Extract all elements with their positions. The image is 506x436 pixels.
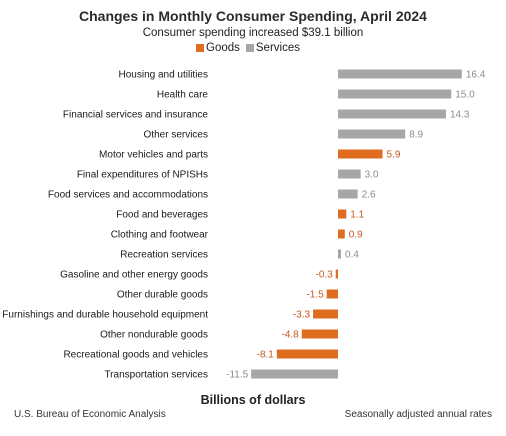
bar	[338, 249, 342, 259]
bar-row: Final expenditures of NPISHs 3.0	[77, 169, 379, 181]
value-label: 15.0	[455, 90, 475, 101]
bar-row: Other durable goods -1.5	[117, 289, 338, 301]
value-label: -11.5	[226, 370, 248, 381]
bar-row: Housing and utilities 16.4	[119, 69, 486, 81]
bar-row: Furnishings and durable household equipm…	[2, 309, 338, 321]
legend-label-services: Services	[255, 42, 300, 54]
category-label: Transportation services	[104, 370, 208, 381]
category-label: Food services and accommodations	[48, 190, 208, 201]
value-label: 16.4	[466, 70, 486, 81]
legend-item-goods: Goods	[196, 42, 240, 54]
category-label: Motor vehicles and parts	[99, 150, 208, 161]
value-label: 5.9	[387, 150, 401, 161]
bar	[338, 69, 462, 79]
value-label: 0.9	[349, 230, 363, 241]
legend-swatch-services	[245, 44, 254, 52]
category-label: Housing and utilities	[119, 70, 209, 81]
value-label: 8.9	[409, 130, 423, 141]
value-label: 3.0	[365, 170, 379, 181]
chart-subtitle: Consumer spending increased $39.1 billio…	[142, 27, 364, 39]
bar-row: Food services and accommodations 2.6	[48, 189, 376, 201]
legend-item-services: Services	[245, 42, 300, 54]
category-label: Clothing and footwear	[111, 230, 209, 241]
value-label: 1.1	[350, 210, 364, 221]
bar	[338, 109, 446, 119]
value-label: 2.6	[362, 190, 376, 201]
bar-row: Financial services and insurance 14.3	[63, 109, 470, 121]
bar	[338, 149, 383, 159]
category-label: Furnishings and durable household equipm…	[2, 310, 208, 321]
bar-row: Recreational goods and vehicles -8.1	[63, 349, 338, 361]
value-label: 0.4	[345, 250, 359, 261]
bar-row: Gasoline and other energy goods -0.3	[60, 269, 338, 281]
category-label: Food and beverages	[116, 210, 208, 221]
bar-row: Other nondurable goods -4.8	[100, 329, 338, 341]
chart-title: Changes in Monthly Consumer Spending, Ap…	[79, 8, 427, 24]
category-label: Other durable goods	[117, 290, 208, 301]
bar	[326, 289, 338, 299]
category-label: Recreational goods and vehicles	[63, 350, 208, 361]
value-label: -3.3	[293, 310, 311, 321]
category-label: Other nondurable goods	[100, 330, 208, 341]
value-label: -8.1	[257, 350, 275, 361]
bar	[301, 329, 338, 339]
rates-note: Seasonally adjusted annual rates	[344, 409, 492, 420]
legend-label-goods: Goods	[206, 42, 240, 54]
bar	[276, 349, 338, 359]
bar-row: Clothing and footwear 0.9	[111, 229, 363, 241]
chart-legend: Goods Services	[196, 42, 300, 54]
category-label: Recreation services	[120, 250, 208, 261]
bar	[338, 169, 361, 179]
bar	[338, 229, 345, 239]
bar-row: Other services 8.9	[144, 129, 424, 141]
legend-swatch-goods	[196, 44, 204, 52]
value-label: -1.5	[306, 290, 324, 301]
bar	[338, 189, 358, 199]
bar	[338, 129, 406, 139]
value-label: 14.3	[450, 110, 470, 121]
bar	[335, 269, 338, 279]
category-label: Health care	[157, 90, 209, 101]
value-label: -4.8	[282, 330, 300, 341]
x-axis-label: Billions of dollars	[200, 393, 306, 407]
bar-row: Food and beverages 1.1	[116, 209, 365, 221]
bar-row: Recreation services 0.4	[120, 249, 359, 261]
bar	[251, 369, 338, 379]
source-note: U.S. Bureau of Economic Analysis	[14, 409, 166, 420]
bar-row: Health care 15.0	[157, 89, 475, 101]
bar	[313, 309, 338, 319]
category-label: Financial services and insurance	[63, 110, 209, 121]
category-label: Gasoline and other energy goods	[60, 270, 208, 281]
bar-row: Motor vehicles and parts 5.9	[99, 149, 401, 161]
category-label: Final expenditures of NPISHs	[77, 170, 208, 181]
bar-row: Transportation services -11.5	[104, 369, 338, 381]
bar	[338, 209, 347, 219]
value-label: -0.3	[316, 270, 334, 281]
category-label: Other services	[144, 130, 208, 141]
bar	[338, 89, 452, 99]
